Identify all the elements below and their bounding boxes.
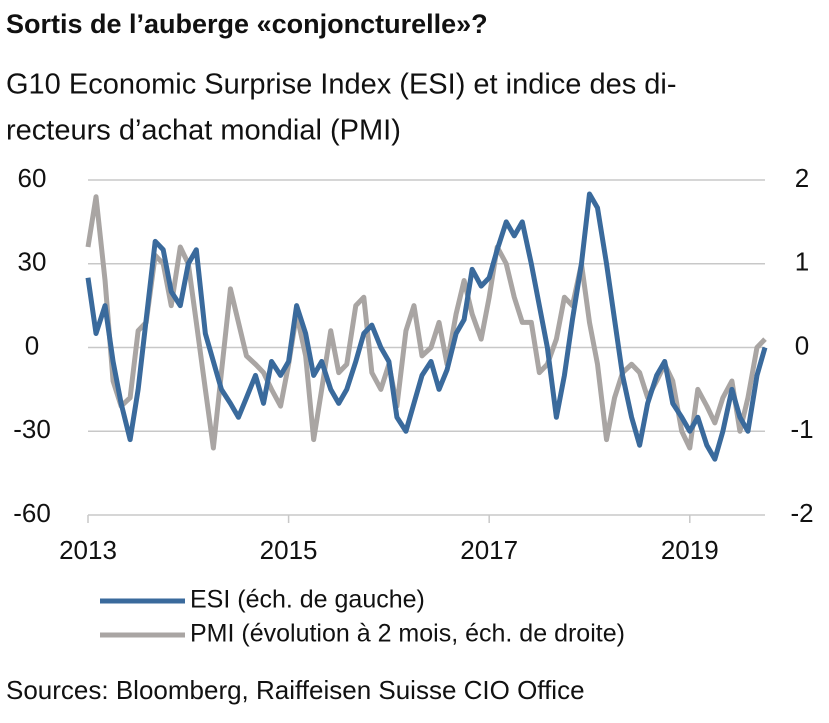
series-line	[85, 191, 768, 462]
y2-tick-label: 0	[795, 330, 809, 360]
legend-label: ESI (éch. de gauche)	[190, 586, 425, 614]
x-tick-label: 2017	[460, 535, 518, 565]
y-tick-label: -30	[13, 414, 51, 444]
x-tick-label: 2019	[661, 535, 719, 565]
x-tick-label: 2013	[59, 535, 117, 565]
y-tick-label: 0	[25, 330, 39, 360]
y2-tick-label: -1	[790, 414, 813, 444]
source: Sources: Bloomberg, Raiffeisen Suisse CI…	[6, 675, 585, 705]
legend-label: PMI (évolution à 2 mois, éch. de droite)	[190, 620, 625, 648]
series-line	[85, 194, 767, 451]
chart-subtitle: recteurs d’achat mondial (PMI)	[6, 115, 401, 147]
y-tick-label: -60	[13, 498, 51, 528]
chart-title: Sortis de l’auberge «conjoncturelle»?	[6, 9, 488, 39]
y2-tick-label: 1	[795, 247, 809, 277]
x-tick-label: 2015	[260, 535, 318, 565]
y-tick-label: 30	[18, 247, 47, 277]
chart-subtitle: G10 Economic Surprise Index (ESI) et ind…	[6, 69, 677, 101]
y-tick-label: 60	[18, 163, 47, 193]
y2-tick-label: 2	[795, 163, 809, 193]
y2-tick-label: -2	[790, 498, 813, 528]
